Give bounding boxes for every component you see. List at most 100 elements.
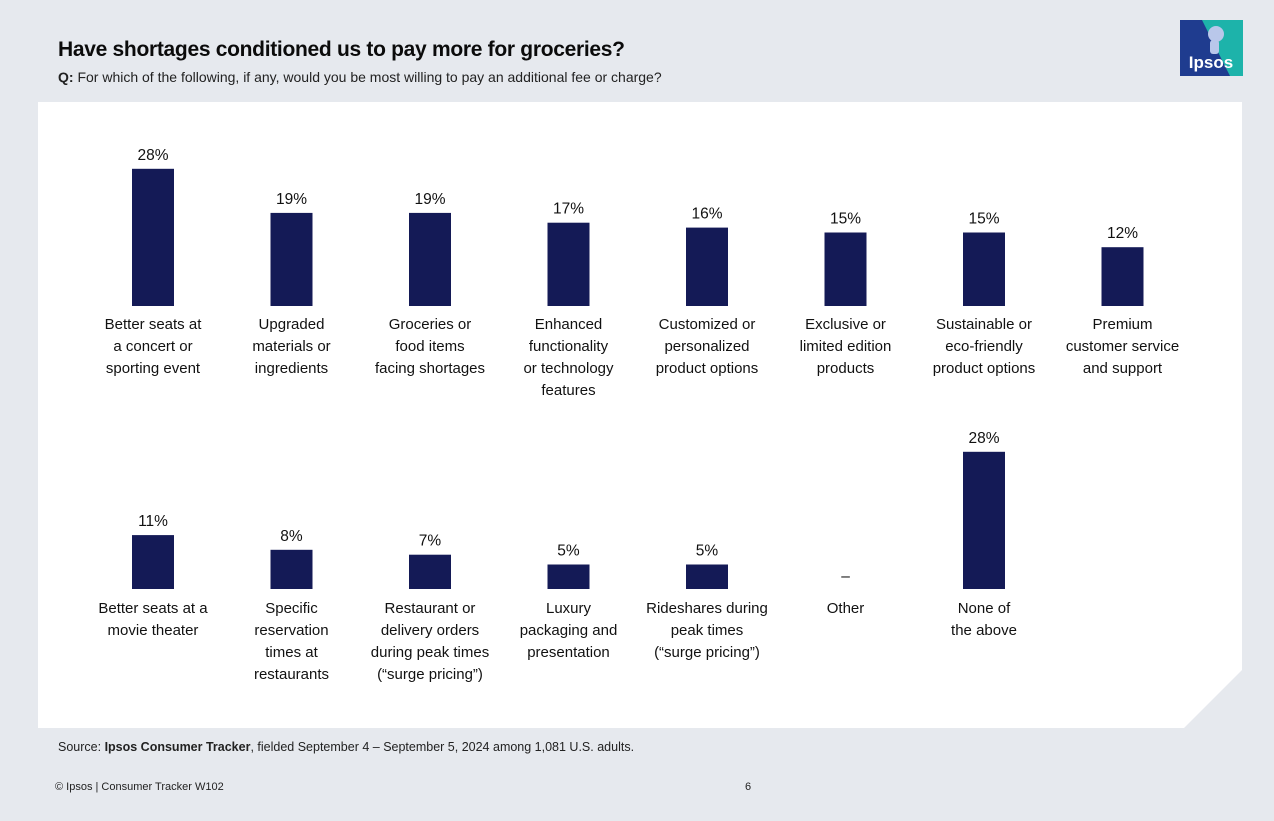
- category-label-r2-3: Restaurant or delivery orders during peak …: [360, 598, 500, 686]
- category-label-line: materials or: [252, 338, 331, 355]
- category-label-line: product options: [655, 360, 759, 377]
- category-label-line: Sustainable or: [936, 316, 1032, 333]
- bar-chart: 28% 19% 19% 17% 16% 15% 15% 12% 11% 8% 7% 5% 5% – 28%: [38, 102, 1242, 728]
- bar-r2-1: [132, 535, 174, 589]
- category-label-line: packaging and: [519, 622, 618, 639]
- category-label-r1-3: Groceries or food items facing shortages: [360, 314, 500, 380]
- category-label-r2-7: None of the above: [914, 598, 1054, 642]
- bar-r2-3: [409, 554, 451, 589]
- category-label-r2-5: Rideshares during peak times (“surge prici…: [637, 598, 777, 664]
- category-label-line: limited edition: [799, 338, 892, 355]
- source-note: Source: Ipsos Consumer Tracker, fielded …: [58, 740, 634, 754]
- category-label-line: Rideshares during: [646, 600, 768, 617]
- ipsos-logo: Ipsos: [1180, 20, 1243, 76]
- category-label-line: times at: [265, 644, 318, 661]
- category-label-line: sporting event: [105, 360, 201, 377]
- category-label-line: the above: [951, 622, 1017, 639]
- bar-r2-7: [963, 451, 1005, 589]
- category-label-line: Better seats at: [104, 316, 202, 333]
- category-label-r1-1: Better seats at a concert or sporting even…: [83, 314, 223, 380]
- category-label-line: Exclusive or: [805, 316, 886, 333]
- category-label-line: presentation: [527, 644, 610, 661]
- category-label-r1-2: Upgraded materials or ingredients: [222, 314, 362, 380]
- chart-panel: 28% 19% 19% 17% 16% 15% 15% 12% 11% 8% 7% 5% 5% –28% …: [38, 102, 1242, 728]
- category-label-r1-7: Sustainable or eco-friendly product option…: [914, 314, 1054, 380]
- category-label-r1-5: Customized or personalized product options: [637, 314, 777, 380]
- page-title: Have shortages conditioned us to pay mor…: [58, 38, 625, 61]
- category-label-line: customer service: [1065, 338, 1180, 355]
- category-label-line: (“surge pricing”): [654, 644, 760, 661]
- page-number: 6: [745, 781, 752, 793]
- category-label-line: personalized: [664, 338, 750, 355]
- category-label-r1-4: Enhanced functionality or technology featur…: [499, 314, 639, 402]
- bar-r1-6: [824, 232, 867, 306]
- category-label-line: Groceries or: [388, 316, 472, 333]
- category-label-line: food items: [395, 338, 465, 355]
- category-label-r2-4: Luxury packaging and presentation: [499, 598, 639, 664]
- category-label-line: eco-friendly: [945, 338, 1023, 355]
- category-label-line: Upgraded: [258, 316, 325, 333]
- category-label-line: restaurants: [253, 666, 330, 683]
- category-label-line: delivery orders: [380, 622, 480, 639]
- value-label-r1-1: 28%: [137, 147, 168, 164]
- category-label-line: Luxury: [545, 600, 592, 617]
- bar-r2-4: [547, 564, 590, 589]
- bar-r1-7: [963, 232, 1005, 306]
- category-label-line: ingredients: [254, 360, 329, 377]
- value-label-r2-5: 5%: [696, 543, 719, 560]
- category-label-line: during peak times: [370, 644, 490, 661]
- category-label-line: (“surge pricing”): [377, 666, 483, 683]
- value-label-r1-4: 17%: [553, 201, 584, 218]
- category-label-line: Restaurant or: [384, 600, 476, 617]
- category-label-line: products: [816, 360, 875, 377]
- value-label-r2-2: 8%: [280, 528, 303, 545]
- bar-r1-5: [686, 227, 728, 306]
- category-label-line: features: [541, 382, 596, 399]
- bar-r1-3: [409, 212, 451, 306]
- value-label-r2-3: 7%: [419, 533, 442, 550]
- category-label-r2-6: Other: [776, 598, 916, 620]
- category-label-r2-2: Specific reservation times at restaurants: [222, 598, 362, 686]
- value-label-r2-4: 5%: [557, 543, 580, 560]
- value-label-r2-1: 11%: [138, 513, 168, 530]
- category-label-line: facing shortages: [374, 360, 486, 377]
- category-label-line: product options: [932, 360, 1036, 377]
- category-label-line: a concert or: [113, 338, 193, 355]
- bar-r2-5: [686, 564, 728, 589]
- value-label-r1-8: 12%: [1107, 225, 1138, 242]
- category-label-line: Premium: [1092, 316, 1153, 333]
- question-prefix: Q:: [58, 69, 74, 85]
- value-label-r2-6: –: [841, 568, 850, 585]
- value-label-r1-6: 15%: [830, 211, 861, 228]
- category-label-line: Better seats at a: [98, 600, 208, 617]
- question-body: For which of the following, if any, woul…: [73, 69, 662, 85]
- source-rest: , fielded September 4 – September 5, 202…: [250, 740, 635, 754]
- category-label-line: or technology: [523, 360, 614, 377]
- category-label-r1-6: Exclusive or limited edition products: [776, 314, 916, 380]
- logo-text: Ipsos: [1189, 53, 1233, 72]
- category-label-line: Customized or: [658, 316, 756, 333]
- category-label-line: None of: [957, 600, 1011, 617]
- value-label-r1-2: 19%: [276, 191, 307, 208]
- category-label-line: and support: [1082, 360, 1163, 377]
- category-label-line: Enhanced: [534, 316, 603, 333]
- category-label-r1-8: Premium customer service and support: [1053, 314, 1193, 380]
- source-prefix: Source:: [58, 740, 105, 754]
- category-label-line: movie theater: [107, 622, 199, 639]
- bar-r1-4: [547, 222, 590, 306]
- question-text: Q: For which of the following, if any, w…: [58, 69, 662, 85]
- copyright: © Ipsos | Consumer Tracker W102: [55, 781, 224, 793]
- value-label-r1-7: 15%: [968, 211, 999, 228]
- bar-r1-2: [270, 212, 313, 306]
- value-label-r1-3: 19%: [414, 191, 445, 208]
- bar-r2-2: [270, 549, 313, 589]
- category-label-line: peak times: [670, 622, 744, 639]
- category-label-line: Other: [826, 600, 865, 617]
- value-label-r2-7: 28%: [968, 430, 999, 447]
- category-label-line: Specific: [265, 600, 318, 617]
- source-name: Ipsos Consumer Tracker: [104, 740, 251, 754]
- category-label-line: reservation: [254, 622, 329, 639]
- value-label-r1-5: 16%: [691, 206, 722, 223]
- bar-r1-1: [132, 168, 174, 306]
- category-label-r2-1: Better seats at a movie theater: [83, 598, 223, 642]
